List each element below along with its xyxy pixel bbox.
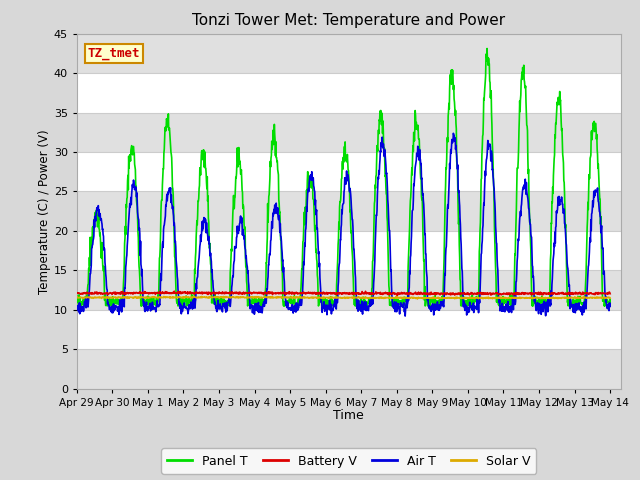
Solar V: [252, 295, 259, 300]
Panel T: [497, 298, 504, 303]
X-axis label: Time: Time: [333, 409, 364, 422]
Solar V: [198, 294, 205, 300]
Battery V: [427, 290, 435, 296]
Bar: [77, 192, 621, 231]
Bar: [77, 112, 621, 152]
Panel T: [606, 303, 614, 309]
Air T: [426, 307, 434, 312]
Line: Solar V: Solar V: [77, 297, 610, 299]
Solar V: [179, 295, 186, 300]
Panel T: [75, 303, 83, 309]
Air T: [543, 302, 551, 308]
Solar V: [606, 295, 614, 301]
Air T: [252, 301, 259, 307]
Solar V: [543, 295, 551, 301]
Legend: Panel T, Battery V, Air T, Solar V: Panel T, Battery V, Air T, Solar V: [161, 448, 536, 474]
Battery V: [179, 290, 187, 296]
Air T: [449, 131, 457, 136]
Solar V: [413, 296, 421, 302]
Battery V: [497, 291, 504, 297]
Solar V: [73, 294, 81, 300]
Panel T: [483, 46, 491, 51]
Panel T: [252, 296, 259, 301]
Battery V: [606, 291, 614, 297]
Panel T: [426, 303, 434, 309]
Air T: [497, 306, 504, 312]
Bar: [77, 270, 621, 310]
Air T: [191, 299, 199, 304]
Air T: [73, 303, 81, 309]
Panel T: [179, 297, 187, 302]
Text: TZ_tmet: TZ_tmet: [88, 47, 140, 60]
Solar V: [191, 294, 199, 300]
Battery V: [192, 290, 200, 296]
Y-axis label: Temperature (C) / Power (V): Temperature (C) / Power (V): [38, 129, 51, 293]
Solar V: [497, 295, 504, 301]
Line: Battery V: Battery V: [77, 291, 610, 295]
Line: Panel T: Panel T: [77, 48, 610, 306]
Battery V: [73, 290, 81, 296]
Battery V: [170, 288, 178, 294]
Panel T: [73, 294, 81, 300]
Title: Tonzi Tower Met: Temperature and Power: Tonzi Tower Met: Temperature and Power: [192, 13, 506, 28]
Air T: [401, 313, 409, 319]
Battery V: [394, 292, 401, 298]
Air T: [179, 309, 186, 314]
Battery V: [252, 290, 259, 296]
Panel T: [543, 299, 551, 304]
Battery V: [543, 291, 551, 297]
Air T: [606, 300, 614, 306]
Bar: [77, 349, 621, 389]
Panel T: [192, 249, 200, 255]
Bar: [77, 34, 621, 73]
Line: Air T: Air T: [77, 133, 610, 316]
Solar V: [427, 295, 435, 301]
